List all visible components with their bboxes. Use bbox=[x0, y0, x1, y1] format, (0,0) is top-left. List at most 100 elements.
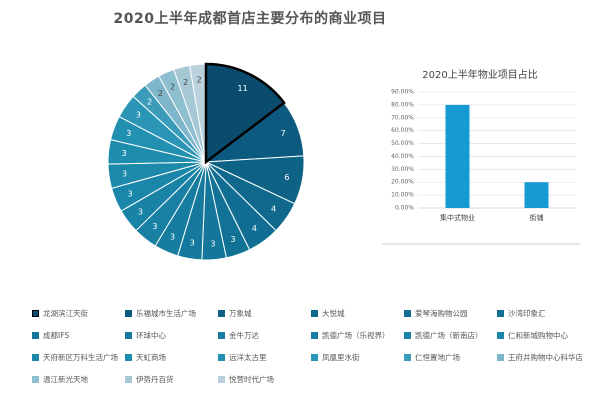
pie-slice-label: 4 bbox=[252, 224, 257, 233]
legend-label: 王府井购物中心科华店 bbox=[508, 353, 583, 362]
legend-label: 天虹商场 bbox=[136, 353, 166, 362]
legend-marker bbox=[125, 310, 132, 317]
legend-item: 王府井购物中心科华店 bbox=[497, 351, 590, 364]
bar-chart: 0.00% 10.00% 20.00% 30.00% 40.00% 50.00% 60.00… bbox=[382, 89, 580, 245]
pie-slice-label: 2 bbox=[197, 75, 202, 84]
bar bbox=[445, 104, 470, 208]
legend-label: 仁恒置地广场 bbox=[415, 353, 460, 362]
pie-slice-label: 3 bbox=[210, 240, 215, 249]
y-tick-label: 40.00% bbox=[391, 153, 414, 160]
legend-item: 天府新区万科生活广场 bbox=[32, 351, 125, 364]
legend-label: 万象城 bbox=[229, 309, 252, 318]
pie-slice-label: 2 bbox=[147, 97, 152, 106]
legend-marker bbox=[404, 332, 411, 339]
legend-marker bbox=[218, 332, 225, 339]
y-tick-label: 20.00% bbox=[391, 179, 414, 186]
y-tick-label: 50.00% bbox=[391, 140, 414, 147]
pie-slice-label: 3 bbox=[231, 235, 236, 244]
legend-label: 金牛万达 bbox=[229, 331, 259, 340]
legend-label: 远洋太古里 bbox=[229, 353, 267, 362]
chart-title: 2020上半年成都首店主要分布的商业项目 bbox=[113, 11, 387, 27]
legend-label: 仁和新城购物中心 bbox=[508, 331, 568, 340]
legend-marker bbox=[125, 376, 132, 383]
bar bbox=[524, 182, 549, 208]
legend-marker bbox=[497, 332, 504, 339]
legend-marker bbox=[32, 332, 39, 339]
legend-label: 悦营时代广场 bbox=[229, 375, 274, 384]
legend-item: 伊势丹百货 bbox=[125, 373, 218, 386]
legend-label: 温江新光天地 bbox=[43, 375, 88, 384]
legend-item: 沙湾印象汇 bbox=[497, 307, 590, 320]
pie-slice-label: 3 bbox=[138, 207, 143, 216]
legend-label: 环球中心 bbox=[136, 331, 166, 340]
legend-item: 环球中心 bbox=[125, 329, 218, 342]
pie-slice-label: 2 bbox=[183, 78, 188, 87]
legend-item: 仁和新城购物中心 bbox=[497, 329, 590, 342]
legend-item: 大悦城 bbox=[311, 307, 404, 320]
legend-marker bbox=[125, 332, 132, 339]
legend-marker bbox=[218, 354, 225, 361]
y-tick-label: 70.00% bbox=[391, 114, 414, 121]
y-tick-label: 80.00% bbox=[391, 101, 414, 108]
legend-item: 仁恒置地广场 bbox=[404, 351, 497, 364]
pie-slice-label: 3 bbox=[190, 239, 195, 248]
legend-marker bbox=[218, 376, 225, 383]
legend-marker bbox=[404, 310, 411, 317]
legend-label: 凤凰里水街 bbox=[322, 353, 360, 362]
pie-slice-label: 3 bbox=[128, 189, 133, 198]
pie-slice bbox=[204, 62, 286, 165]
legend-label: 成都IFS bbox=[43, 331, 70, 340]
legend-label: 天府新区万科生活广场 bbox=[43, 353, 118, 362]
legend-label: 乐福城市生活广场 bbox=[136, 309, 196, 318]
x-category-label: 集中式物业 bbox=[440, 213, 475, 222]
legend-item: 天虹商场 bbox=[125, 351, 218, 364]
legend-marker bbox=[32, 376, 39, 383]
legend-marker bbox=[311, 354, 318, 361]
legend-label: 凯德广场（新南店） bbox=[415, 331, 483, 340]
legend-item: 爱琴海购物公园 bbox=[404, 307, 497, 320]
legend-item: 万象城 bbox=[218, 307, 311, 320]
legend-item: 远洋太古里 bbox=[218, 351, 311, 364]
y-tick-label: 60.00% bbox=[391, 127, 414, 134]
legend-marker bbox=[218, 310, 225, 317]
pie-slice-label: 3 bbox=[152, 222, 157, 231]
pie-slice-label: 11 bbox=[238, 84, 248, 93]
legend-item: 悦营时代广场 bbox=[218, 373, 311, 386]
legend-marker bbox=[311, 310, 318, 317]
y-tick-label: 90.00% bbox=[391, 89, 414, 96]
pie-slice-label: 2 bbox=[158, 89, 163, 98]
legend-item: 凤凰里水街 bbox=[311, 351, 404, 364]
legend-label: 伊势丹百货 bbox=[136, 375, 174, 384]
pie-slice-label: 6 bbox=[284, 173, 289, 182]
bar-chart-panel: 2020上半年物业项目占比 0.00% 10.00% 20.00% 30.00% 40.… bbox=[376, 56, 584, 256]
pie-slice-label: 3 bbox=[122, 170, 127, 179]
legend-label: 大悦城 bbox=[322, 309, 345, 318]
legend-item: 凯德广场（乐视界） bbox=[311, 329, 404, 342]
legend-marker bbox=[32, 310, 39, 317]
legend-marker bbox=[497, 354, 504, 361]
legend-item: 金牛万达 bbox=[218, 329, 311, 342]
y-tick-label: 30.00% bbox=[391, 166, 414, 173]
legend-label: 爱琴海购物公园 bbox=[415, 309, 468, 318]
legend-label: 龙湖滨江天街 bbox=[43, 309, 88, 318]
pie-slice-label: 7 bbox=[281, 129, 286, 138]
legend-marker bbox=[32, 354, 39, 361]
legend-label: 沙湾印象汇 bbox=[508, 309, 546, 318]
bar-chart-title: 2020上半年物业项目占比 bbox=[422, 70, 538, 81]
legend-item: 成都IFS bbox=[32, 329, 125, 342]
pie-slice-label: 3 bbox=[122, 149, 127, 158]
y-tick-label: 10.00% bbox=[391, 192, 414, 199]
legend-marker bbox=[311, 332, 318, 339]
legend-item: 温江新光天地 bbox=[32, 373, 125, 386]
legend-marker bbox=[404, 354, 411, 361]
pie-slice-label: 3 bbox=[126, 129, 131, 138]
pie-slice-label: 3 bbox=[136, 111, 141, 120]
legend-item: 龙湖滨江天街 bbox=[32, 307, 125, 320]
y-tick-label: 0.00% bbox=[395, 205, 414, 212]
legend-item: 凯德广场（新南店） bbox=[404, 329, 497, 342]
legend-marker bbox=[497, 310, 504, 317]
legend-item: 乐福城市生活广场 bbox=[125, 307, 218, 320]
x-category-label: 街铺 bbox=[530, 213, 544, 222]
